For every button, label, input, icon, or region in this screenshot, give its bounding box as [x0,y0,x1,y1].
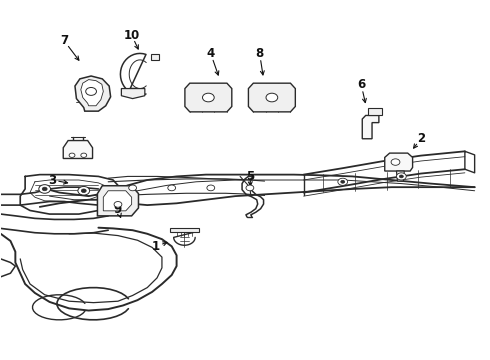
Text: 4: 4 [207,47,215,60]
Text: 3: 3 [48,174,56,186]
Polygon shape [368,108,382,116]
Circle shape [39,185,50,193]
Polygon shape [75,76,111,111]
Circle shape [202,93,214,102]
Text: 5: 5 [246,170,254,183]
Text: 6: 6 [357,78,366,91]
Circle shape [86,87,97,95]
Circle shape [114,202,122,207]
Circle shape [42,187,47,191]
Polygon shape [185,83,232,112]
Polygon shape [81,80,103,106]
Text: 10: 10 [123,29,140,42]
Circle shape [129,185,137,191]
Circle shape [207,185,215,191]
Polygon shape [98,186,139,216]
Circle shape [396,173,406,180]
Polygon shape [63,140,93,158]
Polygon shape [151,54,159,60]
Circle shape [338,178,347,185]
Text: 1: 1 [152,240,160,253]
Text: 8: 8 [255,47,264,60]
Circle shape [81,189,86,193]
Circle shape [168,185,175,191]
Circle shape [81,153,87,157]
Polygon shape [396,171,404,181]
Polygon shape [103,191,132,211]
Circle shape [246,185,254,191]
Text: 7: 7 [60,34,68,48]
Polygon shape [170,228,199,232]
Circle shape [266,93,278,102]
Circle shape [399,175,403,178]
Circle shape [391,159,400,165]
Polygon shape [362,116,379,139]
Polygon shape [248,83,295,112]
Circle shape [78,186,90,195]
Polygon shape [385,153,413,171]
Circle shape [341,180,344,183]
Circle shape [69,153,75,157]
Polygon shape [122,89,145,99]
Text: 2: 2 [417,132,425,145]
Text: 9: 9 [114,203,122,216]
